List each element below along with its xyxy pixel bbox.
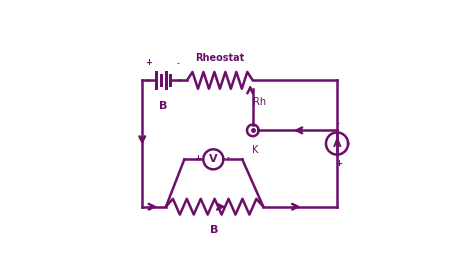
Text: V: V <box>209 154 218 164</box>
Text: +: + <box>335 159 342 168</box>
Text: -: - <box>337 119 340 128</box>
Text: +: + <box>146 58 152 67</box>
Text: B: B <box>159 101 167 111</box>
Text: B: B <box>210 225 219 235</box>
Text: A: A <box>333 139 341 148</box>
Text: K: K <box>252 145 259 155</box>
Text: -: - <box>176 60 179 69</box>
Text: Rh: Rh <box>253 97 266 107</box>
Text: -: - <box>227 153 230 163</box>
Text: Rheostat: Rheostat <box>195 53 245 63</box>
Text: +: + <box>194 153 201 163</box>
